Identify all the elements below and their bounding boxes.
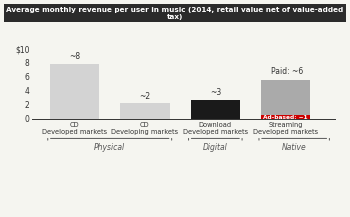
Bar [261, 115, 310, 119]
Bar [261, 80, 310, 119]
Bar [120, 104, 169, 119]
Text: ~2: ~2 [139, 92, 150, 101]
Text: Native: Native [282, 143, 307, 152]
Text: ~8: ~8 [69, 53, 80, 61]
Text: Average monthly revenue per user in music (2014, retail value net of value-added: Average monthly revenue per user in musi… [6, 7, 344, 20]
Bar [191, 100, 240, 119]
Text: Digital: Digital [203, 143, 228, 152]
Text: Paid: ~6: Paid: ~6 [271, 67, 303, 76]
Text: Physical: Physical [94, 143, 125, 152]
Text: Ad-based: ~1: Ad-based: ~1 [264, 115, 308, 120]
Bar [50, 64, 99, 119]
Text: ~3: ~3 [210, 88, 221, 97]
